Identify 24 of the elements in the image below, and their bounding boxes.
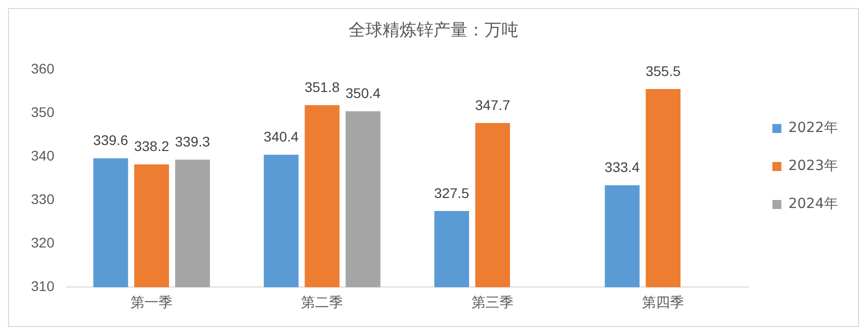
- data-label: 347.7: [475, 96, 510, 113]
- y-tick-label: 320: [31, 234, 55, 250]
- y-tick-label: 350: [31, 104, 55, 120]
- x-tick-label: 第四季: [642, 295, 684, 312]
- data-label: 340.4: [264, 128, 299, 145]
- data-label: 339.3: [175, 133, 210, 150]
- x-tick-label: 第二季: [301, 295, 344, 312]
- data-label: 339.6: [93, 132, 128, 148]
- y-tick-label: 310: [31, 278, 55, 294]
- legend-label: 2023年: [788, 158, 838, 174]
- data-label: 350.4: [346, 85, 381, 102]
- y-tick-label: 340: [31, 147, 55, 164]
- legend-label: 2024年: [788, 196, 838, 212]
- x-tick-label: 第三季: [472, 295, 514, 312]
- x-tick-label: 第一季: [130, 295, 173, 312]
- legend-label: 2022年: [788, 120, 838, 136]
- data-label: 351.8: [304, 78, 340, 95]
- y-tick-label: 330: [31, 190, 55, 207]
- data-label: 338.2: [134, 138, 170, 154]
- data-label: 355.5: [646, 62, 681, 79]
- data-label: 327.5: [434, 184, 470, 201]
- y-tick-label: 360: [31, 60, 55, 76]
- chart-title: 全球精炼锌产量：万吨: [348, 20, 518, 41]
- data-label: 333.4: [604, 159, 640, 176]
